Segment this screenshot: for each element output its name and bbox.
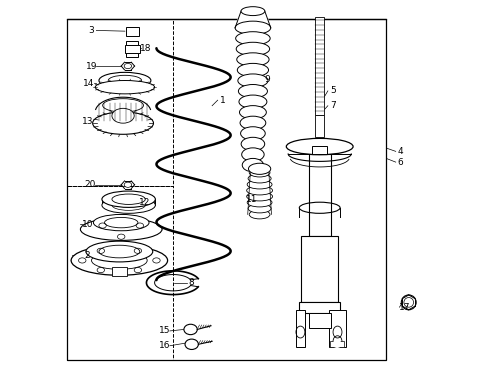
Ellipse shape (248, 204, 271, 213)
Bar (308, 154, 331, 236)
Bar (126, 53, 138, 57)
Bar (125, 45, 140, 53)
Bar (330, 341, 344, 347)
Text: 20: 20 (85, 180, 96, 189)
Text: 18: 18 (139, 44, 151, 53)
Bar (315, 115, 324, 137)
Ellipse shape (236, 42, 270, 56)
Ellipse shape (249, 210, 270, 219)
Bar (308, 313, 331, 328)
Ellipse shape (185, 339, 198, 349)
Text: 16: 16 (159, 341, 171, 350)
Ellipse shape (112, 194, 145, 204)
Ellipse shape (241, 7, 265, 16)
Ellipse shape (239, 95, 267, 108)
Bar (67, 19, 386, 360)
Text: 2: 2 (84, 251, 89, 260)
Bar (329, 310, 346, 347)
Ellipse shape (81, 218, 162, 240)
Text: 3: 3 (89, 26, 94, 35)
Ellipse shape (112, 108, 134, 123)
Ellipse shape (242, 158, 264, 172)
Ellipse shape (241, 127, 265, 140)
Text: 13: 13 (82, 117, 94, 126)
Ellipse shape (249, 168, 270, 177)
Bar (112, 267, 127, 276)
Text: 1: 1 (219, 96, 225, 105)
Ellipse shape (247, 198, 272, 207)
Text: 19: 19 (86, 62, 97, 70)
Text: 10: 10 (82, 220, 94, 229)
Ellipse shape (247, 180, 272, 189)
Bar (312, 146, 327, 154)
Ellipse shape (108, 75, 141, 86)
Ellipse shape (241, 137, 265, 151)
Ellipse shape (93, 214, 149, 231)
Ellipse shape (333, 340, 342, 348)
Text: 15: 15 (159, 326, 171, 335)
Ellipse shape (235, 21, 271, 35)
Ellipse shape (239, 85, 268, 98)
Ellipse shape (99, 72, 151, 89)
Ellipse shape (95, 81, 155, 94)
Ellipse shape (91, 252, 147, 269)
Ellipse shape (242, 148, 264, 161)
Bar (67, 186, 173, 360)
Ellipse shape (112, 200, 145, 210)
Text: 17: 17 (399, 303, 410, 312)
Ellipse shape (237, 53, 269, 66)
Text: 4: 4 (398, 147, 404, 156)
Text: 14: 14 (83, 79, 95, 88)
Polygon shape (235, 11, 271, 28)
Ellipse shape (240, 106, 266, 119)
Bar (300, 302, 340, 313)
Text: 12: 12 (139, 198, 150, 207)
Ellipse shape (248, 174, 271, 183)
Ellipse shape (71, 246, 167, 275)
Text: 8: 8 (189, 278, 194, 287)
Ellipse shape (240, 116, 266, 129)
Ellipse shape (124, 63, 132, 69)
Ellipse shape (237, 63, 269, 77)
Ellipse shape (105, 217, 138, 228)
Ellipse shape (93, 112, 154, 134)
Ellipse shape (238, 74, 268, 87)
Ellipse shape (102, 191, 155, 207)
Ellipse shape (124, 182, 132, 187)
Bar (67, 19, 173, 186)
Bar (126, 41, 138, 45)
Ellipse shape (99, 245, 140, 258)
Text: 7: 7 (330, 101, 335, 110)
Ellipse shape (102, 197, 155, 213)
Ellipse shape (404, 298, 413, 307)
Bar (301, 236, 338, 302)
Text: 9: 9 (264, 75, 270, 84)
Ellipse shape (236, 32, 270, 45)
Bar (126, 27, 139, 36)
Ellipse shape (246, 186, 273, 195)
Ellipse shape (286, 138, 353, 155)
Ellipse shape (248, 163, 271, 174)
Ellipse shape (401, 295, 416, 310)
Ellipse shape (246, 192, 273, 201)
Bar (296, 310, 305, 347)
Ellipse shape (184, 324, 197, 335)
Text: 5: 5 (330, 86, 335, 95)
Text: 11: 11 (246, 195, 257, 204)
Text: 6: 6 (398, 158, 404, 167)
Ellipse shape (86, 241, 153, 262)
Bar (315, 17, 324, 115)
